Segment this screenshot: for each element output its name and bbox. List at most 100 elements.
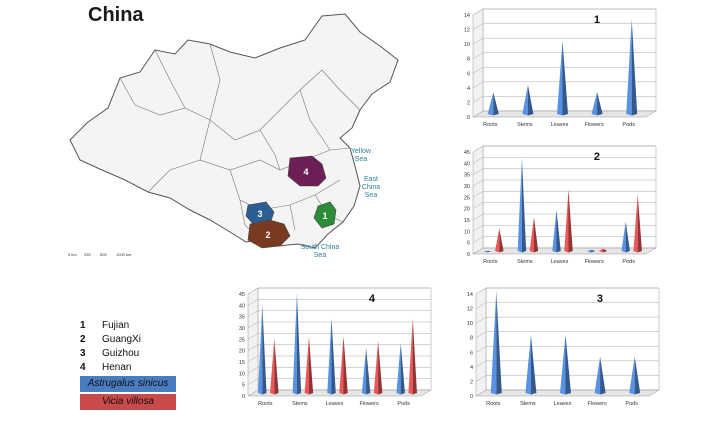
y-tick-label: 2 — [467, 100, 470, 106]
x-tick-label: Leaves — [551, 122, 569, 128]
cone-astragalus — [626, 19, 638, 116]
cone-vicia — [529, 217, 539, 253]
x-tick-label: Pods — [622, 259, 635, 265]
chart-title: 1 — [594, 14, 600, 26]
region-guangxi — [247, 219, 291, 249]
y-tick-label: 8 — [467, 57, 470, 63]
x-tick-label: Stems — [292, 401, 308, 407]
cone-astragalus — [487, 92, 499, 116]
x-tick-label: Stems — [517, 259, 533, 265]
y-tick-label: 14 — [467, 292, 473, 298]
x-tick-label: Pods — [625, 401, 638, 407]
x-tick-label: Roots — [483, 259, 498, 265]
x-tick-label: Leaves — [551, 259, 569, 265]
highlighted-regions — [245, 155, 337, 249]
china-outline — [69, 13, 399, 249]
map-marker-2: 2 — [265, 230, 270, 240]
legend-astragalus-swatch: Astrugalus sinicus — [80, 375, 176, 392]
cone-vicia — [304, 336, 314, 395]
x-tick-label: Roots — [486, 401, 501, 407]
map-marker-3: 3 — [257, 209, 262, 219]
y-tick-label: 30 — [464, 184, 470, 190]
y-tick-label: 12 — [467, 307, 473, 313]
china-map: 4 3 2 1 — [69, 13, 399, 249]
y-tick-label: 10 — [464, 229, 470, 235]
y-tick-label: 5 — [467, 241, 470, 247]
y-tick-label: 10 — [239, 371, 245, 377]
y-tick-label: 14 — [464, 13, 470, 19]
chart-title: 3 — [597, 293, 603, 305]
cone-astragalus — [258, 304, 267, 395]
y-tick-label: 4 — [467, 86, 470, 92]
scale-label-250: 250 — [84, 252, 91, 257]
cone-astragalus — [557, 41, 568, 116]
cone-vicia — [373, 340, 383, 395]
chart-panel-3: 0 2 4 6 8 10 12 14 3 Roots Stems Leaves Flowers Pods — [467, 287, 660, 407]
y-tick-label: 35 — [464, 173, 470, 179]
x-tick-label: Flowers — [584, 122, 604, 128]
y-tick-label: 20 — [239, 349, 245, 355]
cone-vicia — [598, 248, 608, 253]
x-tick-label: Flowers — [587, 401, 607, 407]
y-tick-label: 4 — [470, 365, 473, 371]
figure-title: China — [88, 4, 144, 26]
legend-vicia-swatch: Vicia villosa — [80, 393, 176, 410]
cone-astragalus — [292, 293, 302, 395]
cone-astragalus — [396, 343, 405, 395]
cone-vicia — [633, 194, 642, 253]
x-tick-label: Stems — [520, 401, 536, 407]
scale-label-500: 500 — [100, 252, 107, 257]
cone-astragalus — [552, 210, 561, 253]
y-tick-label: 0 — [467, 252, 470, 258]
x-tick-label: Roots — [258, 401, 273, 407]
cone-vicia — [339, 336, 348, 395]
legend: 1 Fujian 2 GuangXi 3 Guizhou 4 Henan Astruga… — [80, 318, 176, 410]
cone-vicia — [564, 189, 573, 253]
y-tick-label: 30 — [239, 326, 245, 332]
chart-title: 4 — [369, 293, 376, 305]
south-china-sea-label: South China Sea — [300, 244, 340, 259]
scale-label-0: 0 km — [68, 252, 77, 257]
chart-panel-4: 0 5 10 15 20 25 30 35 40 45 4 Roots Stems Leaves Flowe… — [239, 287, 432, 407]
y-tick-label: 6 — [470, 350, 473, 356]
y-tick-label: 40 — [239, 303, 245, 309]
chart-panel-2: 0 5 10 15 20 25 30 35 40 45 2 Roots Stems Leaves Flowe… — [464, 145, 657, 265]
chart-title: 2 — [594, 151, 600, 163]
legend-region-1: 1 Fujian — [80, 319, 130, 331]
cone-astragalus — [525, 334, 537, 395]
grid — [247, 287, 432, 397]
y-tick-label: 2 — [470, 379, 473, 385]
cone-astragalus — [560, 334, 571, 395]
x-tick-label: Pods — [397, 401, 410, 407]
y-tick-label: 45 — [239, 292, 245, 298]
province-borders — [119, 43, 361, 241]
region-henan — [287, 155, 327, 187]
y-tick-label: 0 — [242, 394, 245, 400]
cone-astragalus — [522, 84, 534, 116]
y-tick-label: 40 — [464, 161, 470, 167]
x-tick-label: Stems — [517, 122, 533, 128]
y-tick-label: 10 — [464, 42, 470, 48]
x-tick-label: Leaves — [554, 401, 572, 407]
y-tick-label: 12 — [464, 28, 470, 34]
grid — [472, 8, 657, 118]
scale-label-1000: 1000 km — [116, 252, 132, 257]
legend-region-2: 2 GuangXi — [80, 333, 141, 345]
cone-astragalus — [586, 249, 596, 253]
cone-vicia — [270, 338, 279, 395]
x-tick-label: Flowers — [584, 259, 604, 265]
cone-astragalus — [629, 356, 641, 395]
y-tick-label: 10 — [467, 321, 473, 327]
chart-panel-1: 0 2 4 6 8 10 12 14 1 Roots Stems Leaves Flowers Pods — [464, 8, 657, 128]
x-tick-label: Pods — [622, 122, 635, 128]
cone-astragalus — [490, 291, 502, 395]
east-china-sea-label: East China Sea — [361, 176, 381, 199]
x-tick-label: Roots — [483, 122, 498, 128]
cone-astragalus — [327, 318, 336, 395]
y-tick-label: 25 — [239, 337, 245, 343]
cone-vicia — [408, 318, 417, 395]
legend-region-3: 3 Guizhou — [80, 347, 140, 359]
cone-astragalus — [361, 347, 371, 395]
map-marker-1: 1 — [322, 211, 327, 221]
region-fujian — [313, 201, 337, 229]
